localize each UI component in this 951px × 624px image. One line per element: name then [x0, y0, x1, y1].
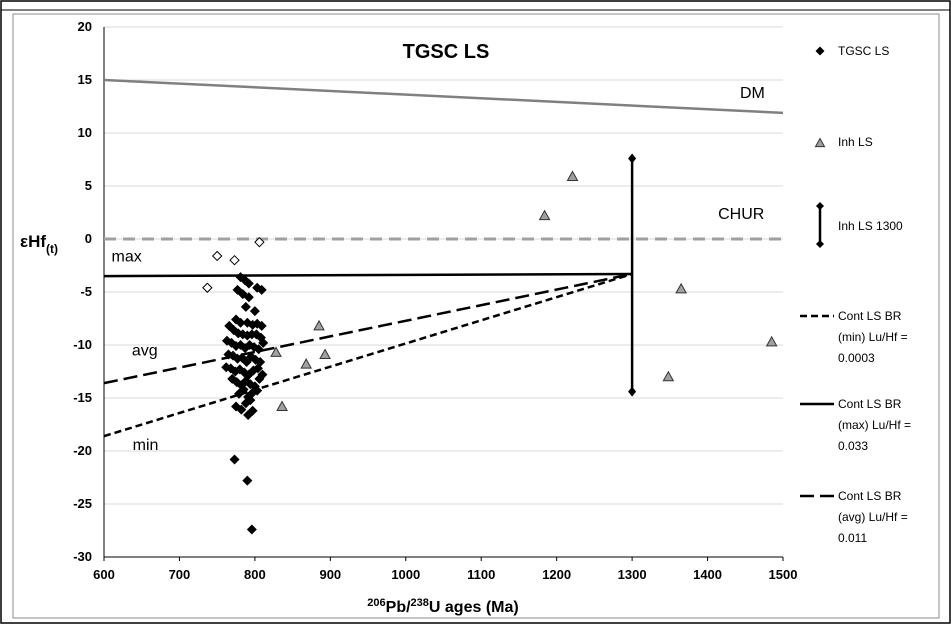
legend-min-label: 0.0003	[838, 351, 875, 365]
point-inh-ls	[270, 346, 282, 357]
point-tgsc-ls	[253, 344, 264, 355]
point-tgsc-ls	[238, 384, 249, 395]
legend-max-label: (max) Lu/Hf =	[838, 418, 911, 432]
legend-min-label: Cont LS BR	[838, 309, 902, 323]
legend: TGSC LS Inh LS Inh LS 1300 Cont LS BR (min) …	[800, 44, 911, 545]
annotations: DM CHUR max avg min	[112, 85, 765, 454]
chur-label: CHUR	[718, 206, 764, 223]
point-inh-ls	[675, 282, 687, 294]
y-tick-label: -25	[73, 496, 92, 511]
y-tick-label: 10	[78, 125, 92, 140]
chart-title: TGSC LS	[403, 41, 490, 63]
point-inh-ls	[538, 209, 551, 221]
point-inh-ls	[276, 400, 288, 411]
point-tgsc-ls-open	[211, 250, 223, 262]
point-tgsc-ls	[256, 284, 267, 295]
point-tgsc-ls	[235, 317, 246, 328]
point-tgsc-ls	[254, 373, 265, 384]
y-tick-label: -30	[73, 549, 92, 564]
max-line	[103, 272, 633, 278]
x-tick-label: 700	[169, 567, 191, 582]
point-tgsc-ls-open	[202, 282, 213, 293]
chart-area-border	[12, 13, 940, 619]
y-tick-label: 20	[78, 19, 92, 34]
x-tick-label: 1300	[618, 567, 647, 582]
point-tgsc-ls	[243, 292, 254, 303]
x-tick-label: 800	[244, 567, 266, 582]
legend-avg-label: Cont LS BR	[838, 489, 902, 503]
point-tgsc-ls	[240, 301, 251, 312]
point-tgsc-ls	[256, 320, 267, 331]
point-tgsc-ls-open	[229, 254, 240, 266]
avg-line	[103, 272, 633, 385]
point-inh-ls	[313, 319, 325, 331]
legend-errorbar-cap-bottom	[816, 240, 824, 248]
point-inh-ls	[300, 358, 313, 369]
legend-tgsc-label: TGSC LS	[838, 44, 889, 58]
min-label: min	[133, 437, 159, 454]
point-tgsc-ls	[246, 524, 257, 535]
x-tick-label: 1100	[467, 567, 495, 582]
point-tgsc-ls	[249, 306, 260, 317]
point-tgsc-ls	[252, 363, 263, 374]
legend-max-label: Cont LS BR	[838, 397, 902, 411]
legend-inh1300-label: Inh LS 1300	[838, 219, 903, 233]
legend-errorbar-cap-top	[816, 202, 824, 210]
reference-lines	[103, 78, 784, 438]
y-tick-label: 15	[78, 72, 92, 87]
y-tick-label: 5	[85, 178, 92, 193]
y-tick-label: -15	[73, 390, 92, 405]
y-tick-label: -20	[73, 443, 92, 458]
legend-min-label: (min) Lu/Hf =	[838, 330, 908, 344]
x-tick-label: 1200	[542, 567, 571, 582]
x-tick-label: 1000	[391, 567, 420, 582]
min-line	[103, 272, 633, 438]
point-inh-ls	[319, 348, 331, 360]
legend-tgsc-diamond-icon	[815, 46, 825, 56]
point-tgsc-ls	[252, 385, 263, 396]
legend-max-label: 0.033	[838, 439, 868, 453]
point-tgsc-ls	[236, 404, 247, 415]
legend-inh-triangle-icon	[814, 137, 826, 148]
errorbar-cap-top	[628, 153, 637, 164]
x-tick-label: 1400	[693, 567, 722, 582]
point-tgsc-ls	[250, 354, 261, 365]
point-inh-ls	[765, 335, 778, 347]
point-tgsc-ls	[245, 395, 256, 406]
y-tick-label: -10	[73, 337, 92, 352]
point-tgsc-ls	[243, 278, 254, 289]
x-axis-title: 206Pb/238U ages (Ma)	[367, 597, 518, 616]
data-points	[202, 170, 778, 535]
errorbar-cap-bottom	[628, 386, 637, 397]
dm-line	[103, 78, 784, 115]
legend-avg-label: 0.011	[838, 531, 867, 545]
x-tick-label: 600	[93, 567, 115, 582]
point-inh-ls	[662, 370, 675, 382]
point-tgsc-ls	[229, 454, 240, 465]
point-tgsc-ls	[242, 475, 253, 486]
y-axis-title: εHf(t)	[20, 232, 58, 256]
max-label: max	[112, 248, 142, 265]
y-tick-label: -5	[80, 284, 92, 299]
dm-label: DM	[740, 85, 765, 102]
point-tgsc-ls-open	[254, 236, 265, 248]
x-tick-label: 1500	[769, 567, 798, 582]
point-inh-ls	[566, 170, 579, 181]
point-tgsc-ls	[258, 337, 269, 348]
legend-avg-label: (avg) Lu/Hf =	[838, 510, 908, 524]
avg-label: avg	[132, 343, 158, 360]
legend-inh-label: Inh LS	[838, 135, 873, 149]
point-tgsc-ls	[247, 405, 258, 416]
x-tick-label: 900	[319, 567, 341, 582]
y-tick-label: 0	[85, 231, 92, 246]
